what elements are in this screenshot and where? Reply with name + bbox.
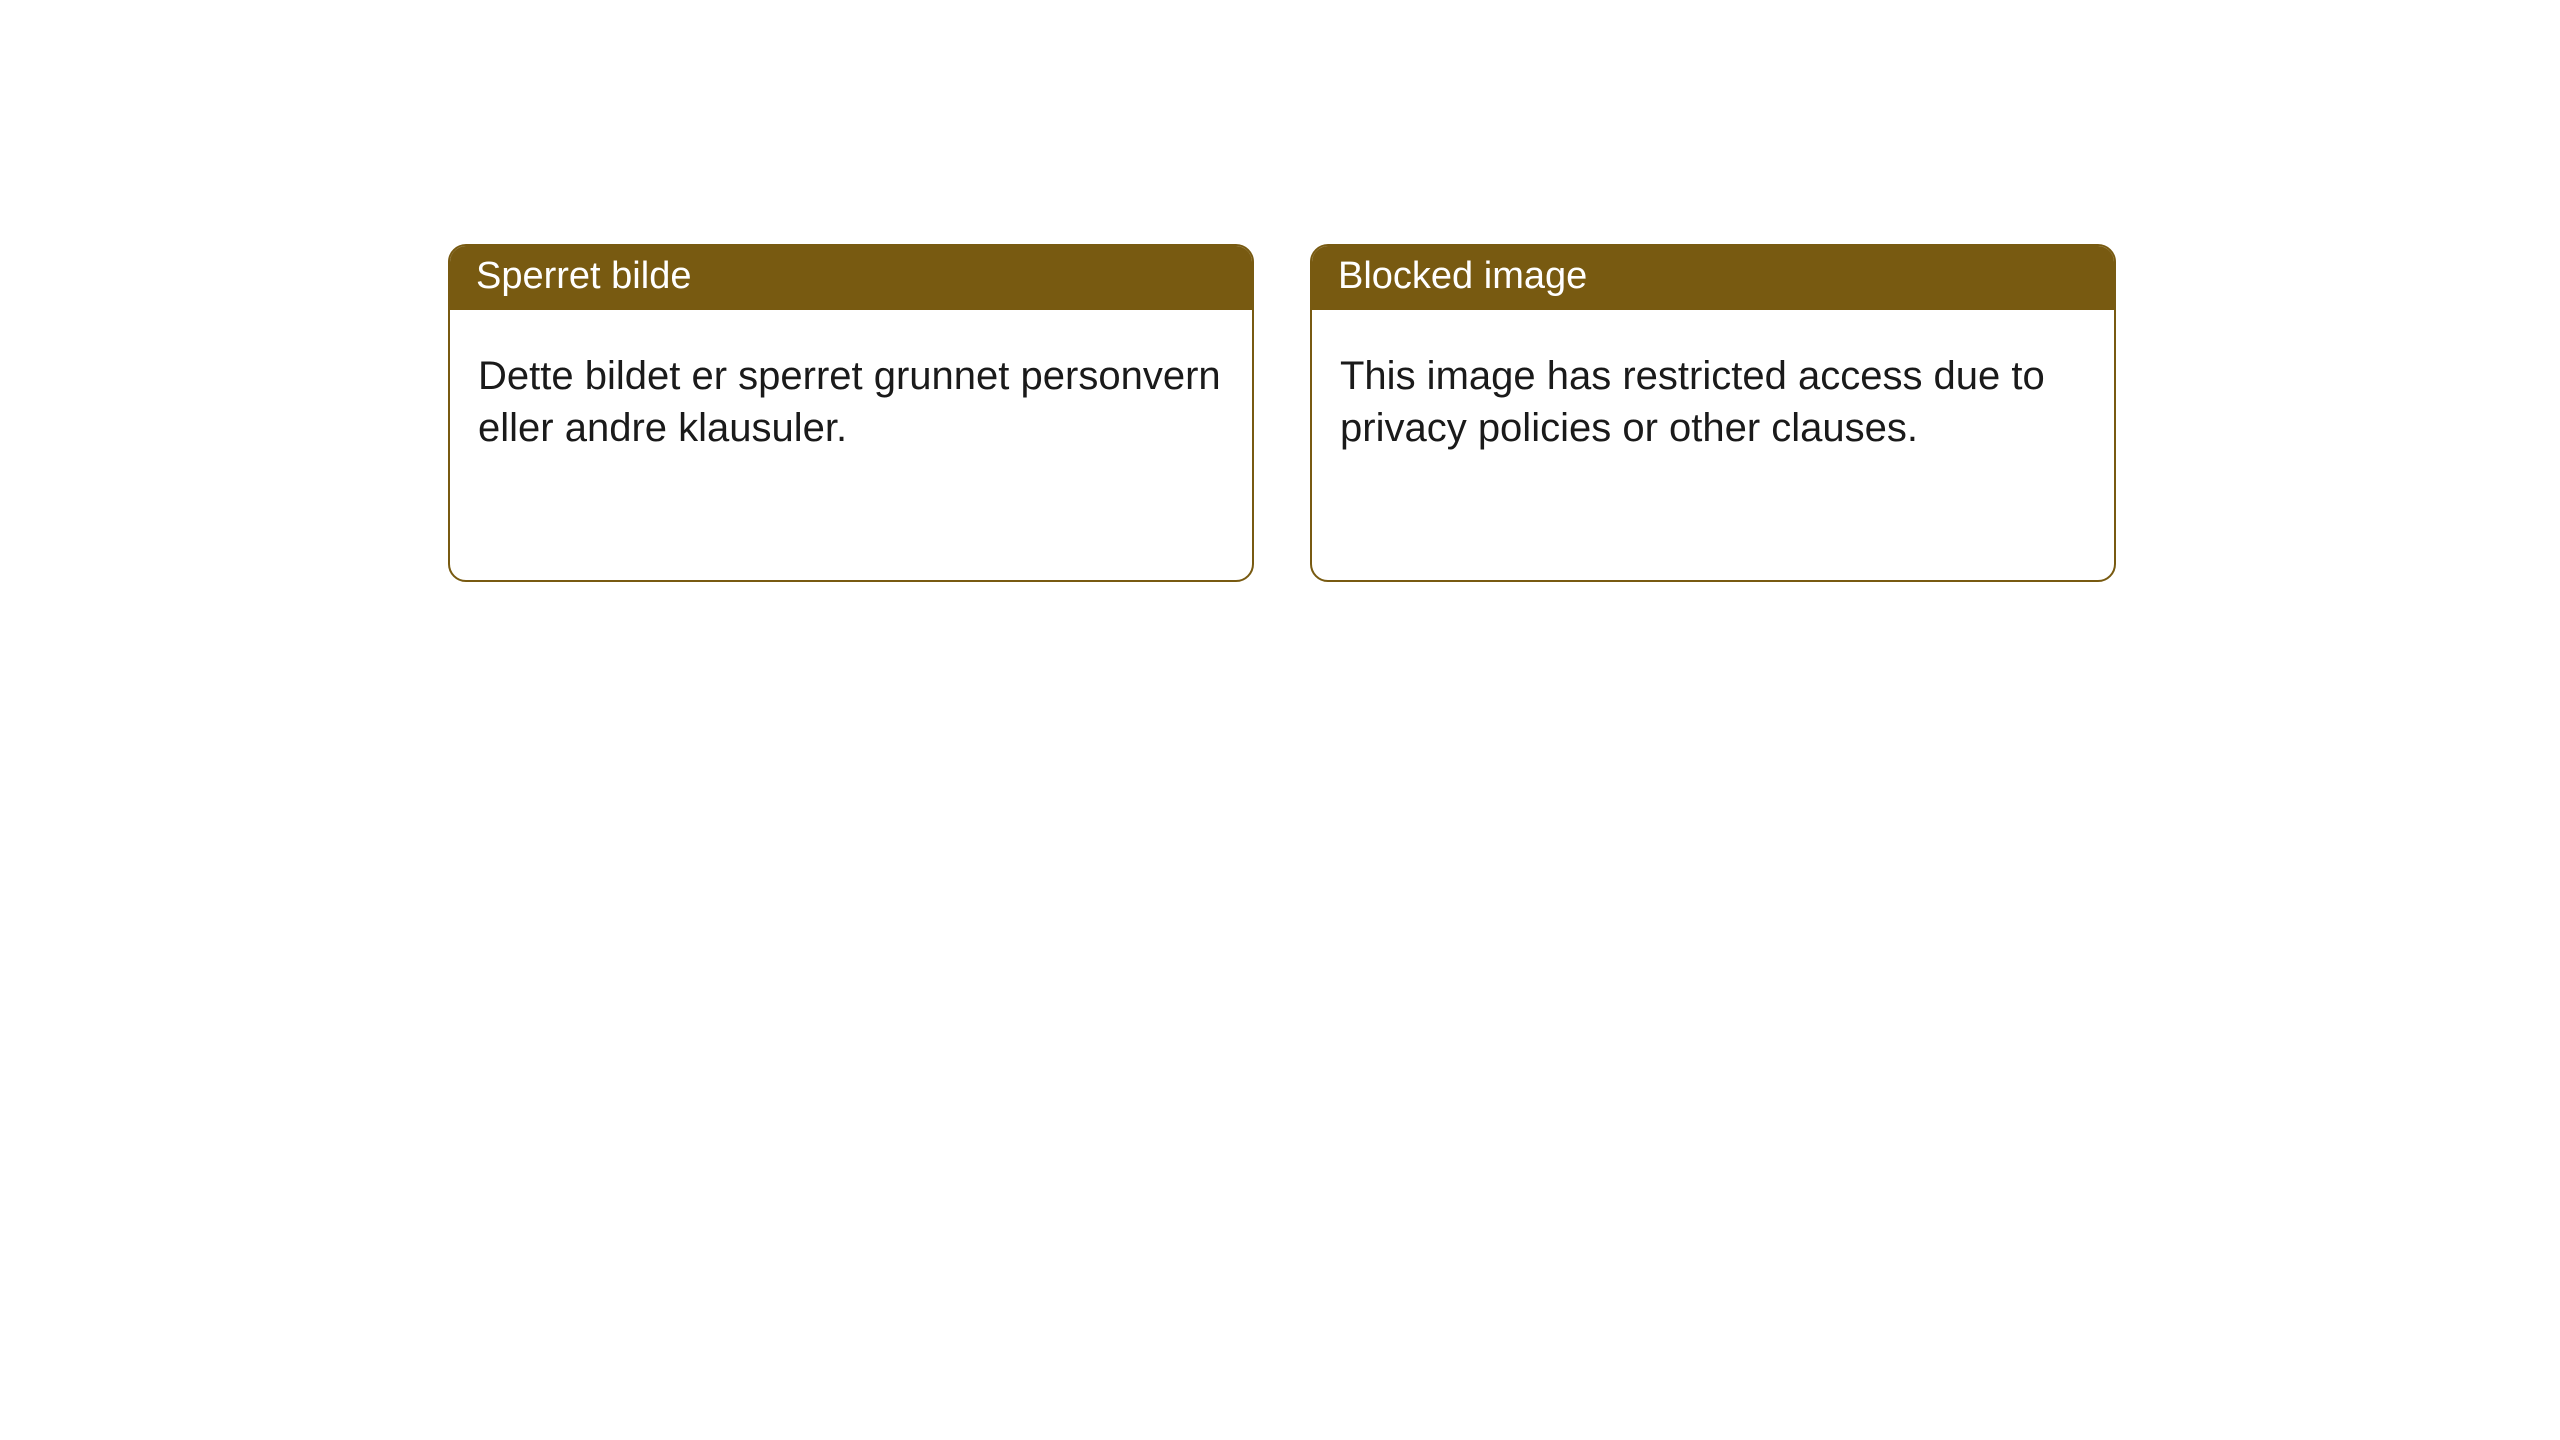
card-body-no: Dette bildet er sperret grunnet personve… [450,310,1252,484]
card-title-en: Blocked image [1312,246,2114,310]
card-body-en: This image has restricted access due to … [1312,310,2114,484]
card-title-no: Sperret bilde [450,246,1252,310]
blocked-image-card-no: Sperret bilde Dette bildet er sperret gr… [448,244,1254,582]
cards-container: Sperret bilde Dette bildet er sperret gr… [448,244,2116,582]
blocked-image-card-en: Blocked image This image has restricted … [1310,244,2116,582]
